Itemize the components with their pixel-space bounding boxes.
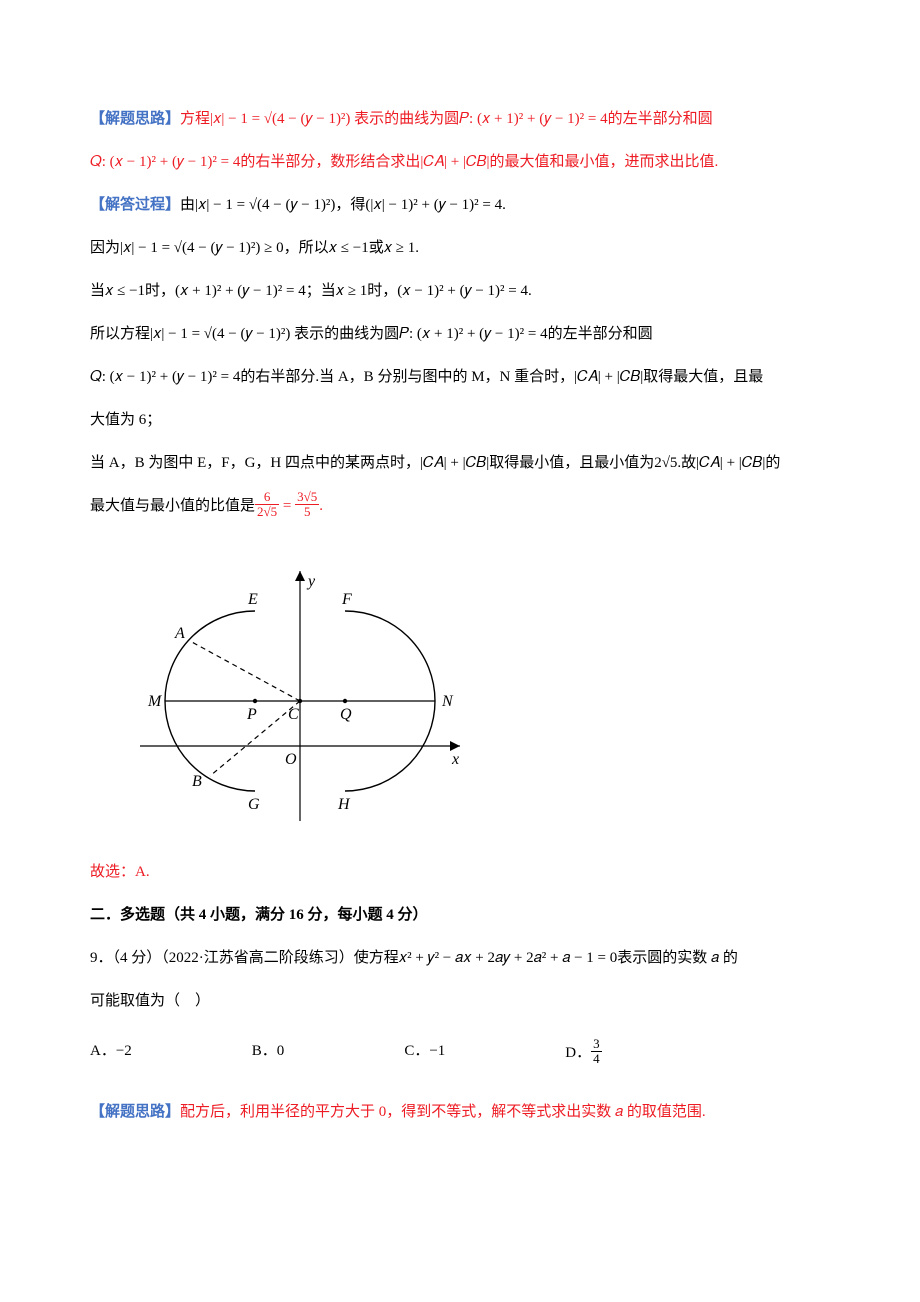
ratio-pretext: 最大值与最小值的比值是 — [90, 498, 255, 514]
fraction-six-over-two-root-five: 62√5 — [255, 490, 279, 520]
geometry-diagram: x y O E F G H M N A B P C Q — [120, 546, 830, 841]
label-q9-solution-idea: 【解题思路】 — [90, 1104, 180, 1120]
label-m: M — [147, 693, 163, 710]
q9-solution-idea: 【解题思路】配方后，利用半径的平方大于 0，得到不等式，解不等式求出实数 𝑎 的… — [90, 1093, 830, 1132]
point-q-dot — [343, 699, 347, 703]
option-b: B．0 — [252, 1039, 285, 1069]
diagram-svg: x y O E F G H M N A B P C Q — [120, 546, 480, 836]
solution-idea-line-2: 𝑄: (𝑥 − 1)² + (𝑦 − 1)² = 4的右半部分，数形结合求出|𝐶… — [90, 143, 830, 182]
question-9-options: A．−2 B．0 C．−1 D．34 — [90, 1039, 830, 1069]
dashed-ca — [190, 641, 300, 701]
final-answer: 故选：A. — [90, 853, 830, 892]
label-solution-idea: 【解题思路】 — [90, 111, 180, 127]
option-c: C．−1 — [404, 1039, 445, 1069]
option-a: A．−2 — [90, 1039, 132, 1069]
label-e: E — [247, 591, 258, 608]
option-d-label: D． — [565, 1045, 591, 1061]
y-label: y — [306, 573, 316, 590]
label-g: G — [248, 796, 260, 813]
label-c: C — [288, 706, 299, 723]
question-9-line-2: 可能取值为（ ） — [90, 982, 830, 1021]
section-2-heading: 二．多选题（共 4 小题，满分 16 分，每小题 4 分） — [90, 896, 830, 935]
q9-solution-idea-text: 配方后，利用半径的平方大于 0，得到不等式，解不等式求出实数 𝑎 的取值范围. — [180, 1104, 706, 1120]
x-label: x — [451, 751, 459, 768]
x-axis-arrow-icon — [450, 741, 460, 751]
solution-process-line-7: 当 A，B 为图中 E，F，G，H 四点中的某两点时，|𝐶𝐴| + |𝐶𝐵|取得… — [90, 444, 830, 483]
point-p-dot — [253, 699, 257, 703]
fraction-three-root-five-over-five: 3√55 — [295, 490, 319, 520]
label-p: P — [246, 706, 257, 723]
label-h: H — [337, 796, 351, 813]
label-b: B — [192, 773, 202, 790]
solution-process-line-3: 当𝑥 ≤ −1时，(𝑥 + 1)² + (𝑦 − 1)² = 4；当𝑥 ≥ 1时… — [90, 272, 830, 311]
label-q: Q — [340, 706, 352, 723]
label-f: F — [341, 591, 352, 608]
solution-process-line-5: 𝑄: (𝑥 − 1)² + (𝑦 − 1)² = 4的右半部分.当 A，B 分别… — [90, 358, 830, 397]
solution-process-line-1: 【解答过程】由|𝑥| − 1 = √(4 − (𝑦 − 1)²)，得(|𝑥| −… — [90, 186, 830, 225]
line1-text: 方程|𝑥| − 1 = √(4 − (𝑦 − 1)²) 表示的曲线为圆𝑃: (𝑥… — [180, 111, 713, 127]
period: . — [319, 498, 323, 514]
option-d-fraction: 34 — [591, 1037, 602, 1067]
origin-label: O — [285, 751, 297, 768]
label-n: N — [441, 693, 454, 710]
option-d: D．34 — [565, 1039, 601, 1069]
line3-text: 由|𝑥| − 1 = √(4 − (𝑦 − 1)²)，得(|𝑥| − 1)² +… — [180, 197, 506, 213]
equals-sign: = — [279, 498, 295, 514]
solution-idea-line-1: 【解题思路】方程|𝑥| − 1 = √(4 − (𝑦 − 1)²) 表示的曲线为… — [90, 100, 830, 139]
label-solution-process: 【解答过程】 — [90, 197, 180, 213]
solution-process-line-6: 大值为 6； — [90, 401, 830, 440]
solution-process-line-2: 因为|𝑥| − 1 = √(4 − (𝑦 − 1)²) ≥ 0，所以𝑥 ≤ −1… — [90, 229, 830, 268]
point-c-dot — [298, 699, 302, 703]
y-axis-arrow-icon — [295, 571, 305, 581]
label-a: A — [174, 625, 185, 642]
solution-process-conclusion: 最大值与最小值的比值是62√5 = 3√55. — [90, 487, 830, 526]
question-9-line-1: 9．（4 分）（2022·江苏省高二阶段练习）使方程𝑥² + 𝑦² − 𝑎𝑥 +… — [90, 939, 830, 978]
solution-process-line-4: 所以方程|𝑥| − 1 = √(4 − (𝑦 − 1)²) 表示的曲线为圆𝑃: … — [90, 315, 830, 354]
